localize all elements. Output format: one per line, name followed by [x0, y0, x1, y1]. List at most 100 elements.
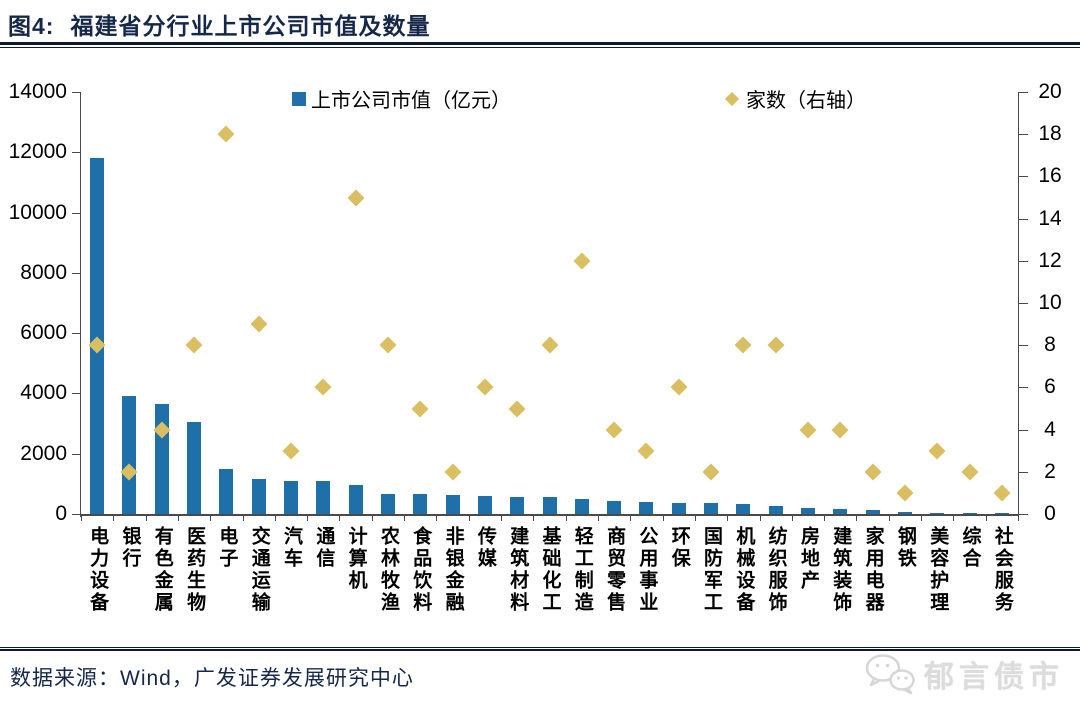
category-label: 电子 — [216, 526, 238, 570]
category-label: 国防军工 — [701, 526, 723, 614]
y-axis-tick — [72, 333, 81, 335]
secondary-axis-tick-label: 14 — [1038, 206, 1062, 230]
x-axis-tick — [953, 514, 955, 521]
company-count-marker — [314, 378, 332, 396]
x-axis-tick — [145, 514, 147, 521]
market-cap-bar — [704, 503, 719, 514]
secondary-axis-tick-label: 0 — [1044, 502, 1056, 525]
company-count-marker — [767, 336, 785, 354]
y-axis-tick-label: 14000 — [8, 80, 67, 103]
x-axis-tick — [694, 514, 696, 521]
market-cap-bar — [90, 158, 105, 514]
category-label: 基础化工 — [539, 526, 561, 614]
watermark-text: 郁言债市 — [924, 661, 1064, 694]
header-rule-thick — [0, 42, 1080, 45]
category-label: 机械设备 — [733, 526, 755, 614]
market-cap-bar — [445, 494, 460, 514]
x-axis-tick — [404, 514, 406, 521]
market-cap-bar — [768, 506, 783, 514]
market-cap-bar — [897, 511, 912, 514]
x-axis-tick — [824, 514, 826, 521]
secondary-axis-tick — [1019, 134, 1028, 136]
company-count-marker — [185, 336, 203, 354]
secondary-axis-tick-label: 8 — [1044, 333, 1056, 357]
category-label: 非银金融 — [442, 526, 464, 614]
category-label: 通信 — [313, 526, 335, 570]
x-axis-tick — [307, 514, 309, 521]
secondary-axis-tick-label: 2 — [1044, 459, 1056, 483]
category-label: 纺织服饰 — [765, 526, 787, 614]
market-cap-bar — [348, 485, 363, 514]
x-axis-tick — [791, 514, 793, 521]
company-count-marker — [573, 252, 591, 270]
diamond-swatch-icon — [724, 91, 740, 106]
y-axis-tick-label: 4000 — [20, 381, 67, 405]
x-axis-tick — [501, 514, 503, 521]
x-axis-tick — [339, 514, 341, 521]
category-label: 传媒 — [474, 526, 496, 570]
y-axis-tick-label: 8000 — [20, 260, 67, 284]
category-label: 有色金属 — [151, 526, 173, 614]
secondary-axis-tick — [1019, 387, 1028, 389]
company-count-marker — [605, 421, 623, 439]
company-count-marker — [444, 463, 462, 481]
secondary-axis-tick-label: 20 — [1038, 80, 1062, 103]
market-cap-bar — [219, 468, 234, 514]
figure-title: 图4: 福建省分行业上市公司市值及数量 — [8, 7, 430, 41]
y-axis-tick — [72, 272, 81, 274]
secondary-axis-tick — [1019, 514, 1028, 515]
market-cap-bar — [380, 493, 395, 514]
secondary-axis-tick — [1019, 176, 1028, 178]
x-axis-tick — [662, 514, 664, 521]
category-label: 汽车 — [281, 526, 303, 570]
company-count-marker — [961, 463, 979, 481]
x-axis-tick — [113, 514, 115, 521]
category-label: 食品饮料 — [410, 526, 432, 614]
company-count-marker — [282, 442, 300, 460]
legend-label-count: 家数（右轴） — [746, 90, 866, 112]
company-count-marker — [217, 125, 235, 143]
company-count-marker — [411, 400, 429, 417]
company-count-marker — [928, 442, 946, 460]
secondary-axis-line — [1018, 92, 1019, 517]
market-cap-bar — [542, 497, 557, 514]
y-axis-tick-label: 2000 — [20, 441, 67, 465]
x-axis-tick — [242, 514, 244, 521]
x-axis-tick — [888, 514, 890, 521]
x-axis-tick — [759, 514, 761, 521]
company-count-marker — [670, 378, 688, 396]
category-label: 计算机 — [345, 526, 367, 592]
x-axis-tick — [597, 514, 599, 521]
y-axis-tick — [72, 393, 81, 395]
company-count-marker — [541, 336, 558, 354]
company-count-marker — [831, 421, 849, 439]
company-count-marker — [508, 400, 526, 417]
market-cap-bar — [800, 507, 815, 514]
x-axis-tick — [436, 514, 438, 521]
market-cap-bar — [413, 494, 428, 514]
company-count-marker — [250, 315, 268, 333]
y-axis-tick — [72, 92, 81, 93]
market-cap-bar — [639, 501, 654, 514]
secondary-axis-tick-label: 18 — [1038, 122, 1062, 146]
category-label: 建筑装饰 — [830, 526, 852, 614]
company-count-marker — [476, 378, 494, 396]
legend-item-count: 家数（右轴） — [724, 84, 866, 113]
y-axis-tick-label: 6000 — [20, 321, 67, 345]
market-cap-bar — [736, 504, 751, 514]
footer-rule-thin — [0, 647, 1080, 648]
category-label: 家用电器 — [862, 526, 884, 614]
market-cap-bar — [671, 502, 686, 514]
header-rule-thin — [0, 47, 1080, 48]
market-cap-bar — [251, 479, 266, 514]
y-axis-tick-label: 0 — [55, 502, 67, 525]
secondary-axis-tick — [1019, 471, 1028, 473]
x-axis-tick — [856, 514, 858, 521]
x-axis-tick — [210, 514, 212, 521]
x-axis-tick — [921, 514, 923, 521]
legend-item-market-cap: 上市公司市值（亿元） — [292, 84, 511, 113]
category-label: 电力设备 — [87, 526, 109, 614]
y-axis-tick-label: 10000 — [8, 200, 67, 224]
